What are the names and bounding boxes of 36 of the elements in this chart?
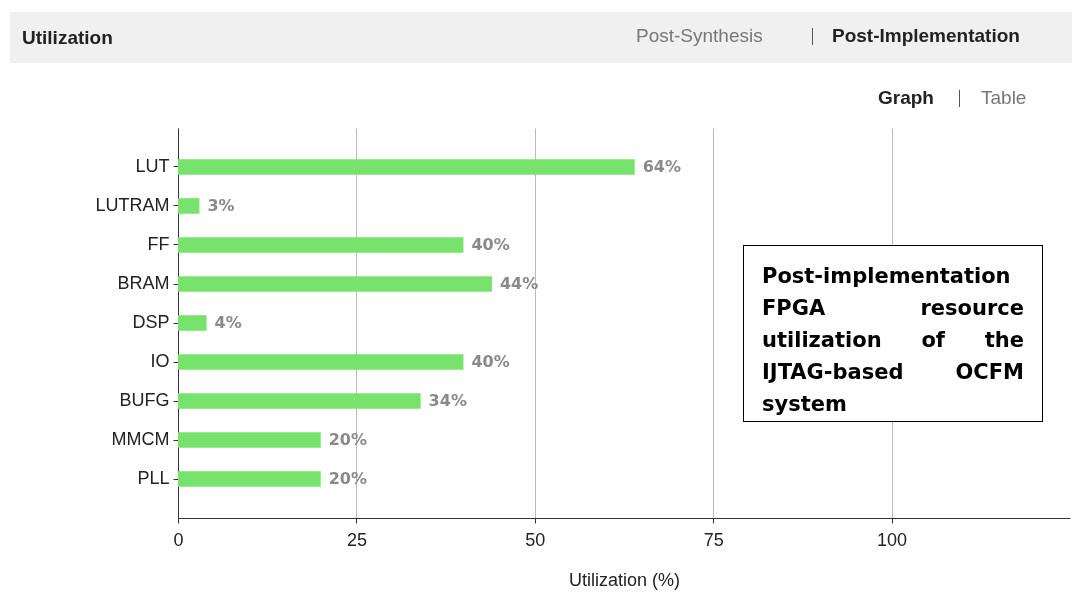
y-tick-label: BUFG	[119, 390, 170, 410]
text: Graph	[878, 87, 934, 109]
data-label: 4%	[214, 313, 242, 332]
bar	[178, 159, 635, 175]
data-label: 40%	[471, 352, 510, 371]
y-tick-label: MMCM	[111, 429, 170, 449]
text: Utilization	[22, 27, 113, 49]
text: Post-Synthesis	[636, 25, 763, 47]
data-label: 64%	[642, 157, 681, 176]
x-tick-label: 75	[703, 529, 724, 550]
y-tick-label: PLL	[137, 468, 170, 488]
bar	[178, 354, 464, 370]
y-tick-label: FF	[147, 234, 170, 254]
bar	[178, 315, 207, 331]
x-tick-label: 100	[877, 529, 908, 550]
bar	[178, 432, 321, 448]
y-tick-label: DSP	[132, 312, 170, 332]
annotation: Post-implementation FPGA resource utilization of the IJTAG-based OCFM system	[743, 245, 1043, 422]
y-tick-label: IO	[150, 351, 170, 371]
y-tick-label: LUTRAM	[95, 195, 170, 215]
y-tick-label: BRAM	[117, 273, 170, 293]
bar	[178, 471, 321, 487]
x-tick-label: 0	[173, 529, 184, 550]
x-tick-label: 50	[525, 529, 546, 550]
data-label: 3%	[207, 196, 235, 215]
text: Table	[981, 87, 1027, 109]
data-label: 34%	[428, 391, 467, 410]
bar	[178, 393, 421, 409]
bar	[178, 276, 492, 292]
x-tick-label: 25	[346, 529, 367, 550]
y-tick-label: LUT	[135, 156, 170, 176]
x-axis-title: Utilization (%)	[568, 569, 681, 590]
bar	[178, 198, 200, 214]
bar	[178, 237, 464, 253]
data-label: 40%	[471, 235, 510, 254]
text: Post-Implementation	[832, 25, 1020, 47]
